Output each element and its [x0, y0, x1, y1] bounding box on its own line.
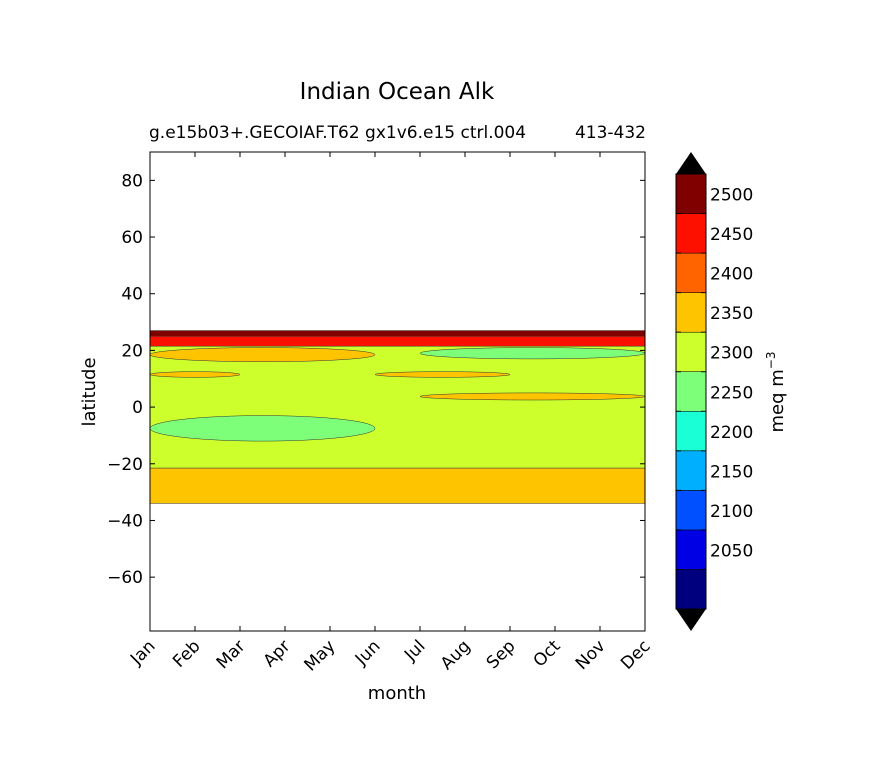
- colorbar-under-extension: [676, 609, 706, 631]
- x-tick-label: Jan: [126, 636, 159, 669]
- colorbar-label-unit: meq m: [767, 369, 788, 432]
- colorbar-tick-label: 2050: [710, 541, 753, 561]
- chart-title: Indian Ocean Alk: [300, 79, 495, 105]
- y-tick-label: 40: [121, 285, 143, 305]
- y-tick-label: −20: [107, 455, 143, 475]
- colorbar-tick-label: 2500: [710, 186, 753, 206]
- contour-patch-2350-2400: [419, 392, 645, 401]
- chart-subtitle-right: 413-432: [575, 123, 646, 143]
- x-tick-label: Aug: [437, 636, 475, 674]
- y-tick-label: 60: [121, 228, 143, 248]
- plot-area: Jan Feb Mar Apr May Jun Jul Aug Sep Oct Nov Dec 80 6…: [107, 151, 655, 675]
- contour-fills: [150, 330, 645, 504]
- colorbar-swatch: [675, 331, 707, 372]
- x-tick-label: Apr: [260, 636, 295, 671]
- contour-patch-2350-2400: [374, 371, 511, 378]
- contour-patch-2350-2400: [150, 347, 376, 362]
- y-tick-label: −40: [107, 511, 143, 531]
- colorbar-label: meq m−3: [764, 352, 788, 433]
- colorbar-swatch: [675, 411, 707, 452]
- contour-patch-2350-2400: [150, 371, 241, 378]
- colorbar-swatch: [675, 371, 707, 412]
- x-tick-label: Dec: [617, 636, 654, 673]
- y-axis-label: latitude: [79, 357, 100, 426]
- colorbar-tick-label: 2150: [710, 462, 753, 482]
- x-tick-label: Mar: [213, 636, 250, 673]
- colorbar-swatch: [675, 292, 707, 333]
- colorbar-swatch: [675, 450, 707, 491]
- colorbar: 2050 2100 2150 2200 2250 2300 2350 2400 2450 2500: [675, 152, 753, 631]
- colorbar-tick-label: 2250: [710, 383, 753, 403]
- colorbar-label-exponent: −3: [764, 352, 778, 370]
- plot-frame: [149, 151, 646, 632]
- colorbar-swatch: [675, 569, 707, 610]
- contour-band-2300-2350: [150, 345, 645, 469]
- colorbar-swatch: [675, 529, 707, 570]
- x-tick-label: Jul: [400, 636, 429, 665]
- x-tick-label: Oct: [530, 636, 565, 671]
- colorbar-swatch: [675, 490, 707, 531]
- colorbar-tick-label: 2450: [710, 225, 753, 245]
- x-axis-label: month: [368, 683, 426, 704]
- contour-band-2450-2500: [150, 335, 645, 347]
- colorbar-tick-label: 2100: [710, 502, 753, 522]
- contour-patch-2250-2300: [419, 347, 645, 360]
- colorbar-over-extension: [676, 152, 706, 174]
- y-tick-label: 0: [132, 398, 143, 418]
- colorbar-swatch: [675, 173, 707, 214]
- colorbar-tick-label: 2350: [710, 304, 753, 324]
- y-tick-label: 20: [121, 341, 143, 361]
- colorbar-swatch: [675, 252, 707, 293]
- y-tick-label: −60: [107, 568, 143, 588]
- colorbar-frame: [675, 173, 707, 610]
- colorbar-tick-label: 2200: [710, 423, 753, 443]
- contour-band-2500-2550: [150, 330, 645, 337]
- x-tick-label: Sep: [483, 636, 520, 673]
- contour-band-2350-2400: [150, 467, 645, 504]
- contour-patch-2250-2300: [150, 415, 376, 442]
- colorbar-tick-label: 2300: [710, 344, 753, 364]
- x-tick-label: Nov: [572, 636, 610, 674]
- y-axis: 80 60 40 20 0 −20 −40 −60: [107, 171, 645, 588]
- x-tick-label: May: [301, 636, 340, 675]
- y-tick-label: 80: [121, 171, 143, 191]
- x-tick-label: Feb: [169, 636, 204, 671]
- chart-subtitle-left: g.e15b03+.GECOIAF.T62 gx1v6.e15 ctrl.004: [149, 123, 526, 143]
- colorbar-tick-label: 2400: [710, 265, 753, 285]
- x-tick-label: Jun: [351, 636, 385, 670]
- colorbar-swatch: [675, 213, 707, 254]
